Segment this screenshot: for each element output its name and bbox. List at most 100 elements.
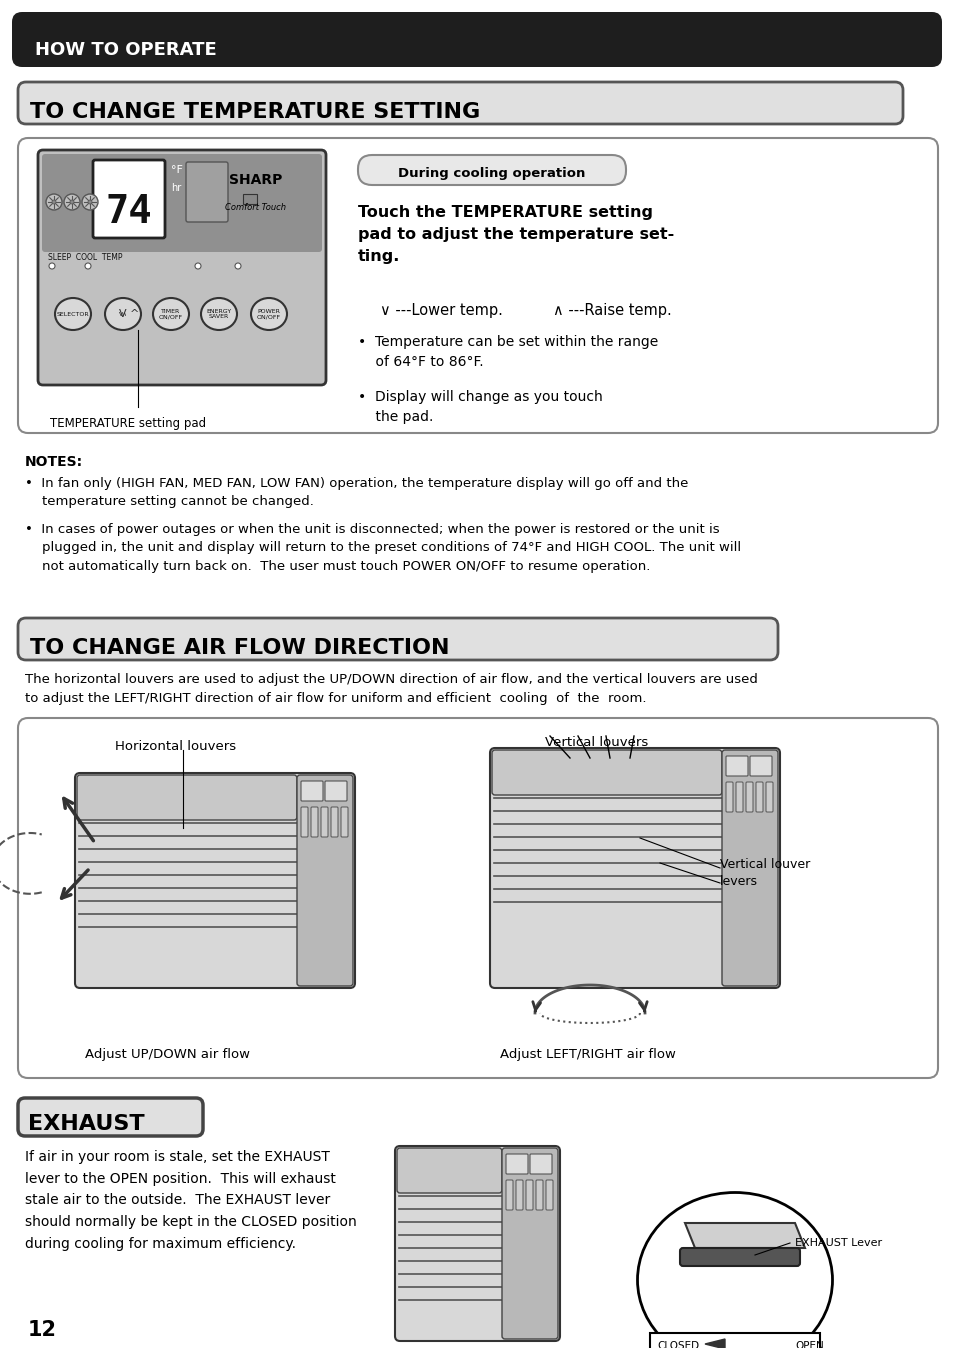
Text: ∨ ---Lower temp.: ∨ ---Lower temp. bbox=[379, 302, 502, 318]
Ellipse shape bbox=[201, 298, 236, 330]
FancyBboxPatch shape bbox=[42, 154, 322, 252]
Ellipse shape bbox=[637, 1193, 832, 1348]
Circle shape bbox=[64, 194, 80, 210]
Text: TO CHANGE AIR FLOW DIRECTION: TO CHANGE AIR FLOW DIRECTION bbox=[30, 638, 449, 658]
FancyBboxPatch shape bbox=[725, 756, 747, 776]
Text: TEMPERATURE setting pad: TEMPERATURE setting pad bbox=[50, 417, 206, 430]
Polygon shape bbox=[704, 1339, 724, 1348]
Text: Adjust UP/DOWN air flow: Adjust UP/DOWN air flow bbox=[85, 1047, 250, 1061]
FancyBboxPatch shape bbox=[395, 1146, 559, 1341]
Bar bbox=[243, 194, 256, 204]
Text: •  Display will change as you touch
    the pad.: • Display will change as you touch the p… bbox=[357, 390, 602, 425]
FancyBboxPatch shape bbox=[492, 749, 721, 795]
Text: Comfort Touch: Comfort Touch bbox=[225, 204, 286, 213]
FancyBboxPatch shape bbox=[325, 780, 347, 801]
Circle shape bbox=[234, 263, 241, 270]
Text: NOTES:: NOTES: bbox=[25, 456, 83, 469]
Text: EXHAUST Lever: EXHAUST Lever bbox=[794, 1237, 882, 1248]
Text: SELECTOR: SELECTOR bbox=[56, 311, 90, 317]
FancyBboxPatch shape bbox=[18, 1099, 203, 1136]
Text: ^: ^ bbox=[131, 309, 139, 319]
FancyBboxPatch shape bbox=[501, 1148, 558, 1339]
FancyBboxPatch shape bbox=[340, 807, 348, 837]
Text: Touch the TEMPERATURE setting
pad to adjust the temperature set-
ting.: Touch the TEMPERATURE setting pad to adj… bbox=[357, 205, 674, 264]
FancyBboxPatch shape bbox=[92, 160, 165, 239]
FancyBboxPatch shape bbox=[749, 756, 771, 776]
FancyBboxPatch shape bbox=[755, 782, 762, 811]
Text: During cooling operation: During cooling operation bbox=[398, 167, 585, 179]
Ellipse shape bbox=[55, 298, 91, 330]
Text: Vertical louvers: Vertical louvers bbox=[544, 736, 648, 749]
Circle shape bbox=[82, 194, 98, 210]
Text: 74: 74 bbox=[106, 193, 152, 231]
FancyBboxPatch shape bbox=[12, 12, 941, 67]
FancyBboxPatch shape bbox=[735, 782, 742, 811]
Text: TIMER
ON/OFF: TIMER ON/OFF bbox=[159, 309, 183, 319]
FancyBboxPatch shape bbox=[745, 782, 752, 811]
Circle shape bbox=[52, 200, 56, 204]
FancyBboxPatch shape bbox=[516, 1180, 522, 1211]
Text: °F: °F bbox=[171, 164, 183, 175]
Text: HOW TO OPERATE: HOW TO OPERATE bbox=[35, 40, 216, 59]
Text: ∧ ---Raise temp.: ∧ ---Raise temp. bbox=[553, 302, 671, 318]
Text: SHARP: SHARP bbox=[229, 173, 282, 187]
FancyBboxPatch shape bbox=[721, 749, 778, 985]
FancyBboxPatch shape bbox=[18, 82, 902, 124]
Text: If air in your room is stale, set the EXHAUST
lever to the OPEN position.  This : If air in your room is stale, set the EX… bbox=[25, 1150, 356, 1251]
FancyBboxPatch shape bbox=[75, 772, 355, 988]
Text: EXHAUST: EXHAUST bbox=[28, 1113, 145, 1134]
FancyBboxPatch shape bbox=[296, 775, 353, 985]
Text: CLOSED: CLOSED bbox=[657, 1341, 699, 1348]
FancyBboxPatch shape bbox=[186, 162, 228, 222]
Circle shape bbox=[70, 200, 74, 204]
Ellipse shape bbox=[251, 298, 287, 330]
Circle shape bbox=[46, 194, 62, 210]
FancyBboxPatch shape bbox=[490, 748, 780, 988]
Text: ENERGY
SAVER: ENERGY SAVER bbox=[206, 309, 232, 319]
Circle shape bbox=[88, 200, 91, 204]
Text: •  Temperature can be set within the range
    of 64°F to 86°F.: • Temperature can be set within the rang… bbox=[357, 336, 658, 369]
FancyBboxPatch shape bbox=[301, 780, 323, 801]
Text: OPEN: OPEN bbox=[794, 1341, 822, 1348]
FancyBboxPatch shape bbox=[536, 1180, 542, 1211]
FancyBboxPatch shape bbox=[331, 807, 337, 837]
Text: TO CHANGE TEMPERATURE SETTING: TO CHANGE TEMPERATURE SETTING bbox=[30, 102, 479, 123]
FancyBboxPatch shape bbox=[505, 1180, 513, 1211]
FancyBboxPatch shape bbox=[357, 155, 625, 185]
Text: Horizontal louvers: Horizontal louvers bbox=[115, 740, 236, 754]
Ellipse shape bbox=[105, 298, 141, 330]
Text: Vertical louver
levers: Vertical louver levers bbox=[720, 857, 809, 888]
Bar bbox=[649, 1333, 820, 1348]
Text: POWER
ON/OFF: POWER ON/OFF bbox=[256, 309, 281, 319]
FancyBboxPatch shape bbox=[545, 1180, 553, 1211]
FancyBboxPatch shape bbox=[18, 617, 778, 661]
FancyBboxPatch shape bbox=[505, 1154, 527, 1174]
Text: V∧: V∧ bbox=[118, 311, 128, 317]
FancyBboxPatch shape bbox=[725, 782, 732, 811]
FancyBboxPatch shape bbox=[525, 1180, 533, 1211]
Text: Adjust LEFT/RIGHT air flow: Adjust LEFT/RIGHT air flow bbox=[499, 1047, 675, 1061]
Text: The horizontal louvers are used to adjust the UP/DOWN direction of air flow, and: The horizontal louvers are used to adjus… bbox=[25, 673, 757, 705]
FancyBboxPatch shape bbox=[18, 137, 937, 433]
Ellipse shape bbox=[152, 298, 189, 330]
Text: •  In cases of power outages or when the unit is disconnected; when the power is: • In cases of power outages or when the … bbox=[25, 523, 740, 573]
Circle shape bbox=[194, 263, 201, 270]
FancyBboxPatch shape bbox=[18, 718, 937, 1078]
FancyBboxPatch shape bbox=[77, 775, 296, 820]
Circle shape bbox=[49, 263, 55, 270]
Circle shape bbox=[85, 263, 91, 270]
Text: 12: 12 bbox=[28, 1320, 57, 1340]
FancyBboxPatch shape bbox=[311, 807, 317, 837]
Polygon shape bbox=[684, 1223, 804, 1248]
Text: hr: hr bbox=[171, 183, 181, 193]
FancyBboxPatch shape bbox=[396, 1148, 501, 1193]
Text: SLEEP  COOL  TEMP: SLEEP COOL TEMP bbox=[48, 253, 122, 263]
FancyBboxPatch shape bbox=[38, 150, 326, 386]
FancyBboxPatch shape bbox=[679, 1248, 800, 1266]
Text: V: V bbox=[119, 309, 127, 319]
FancyBboxPatch shape bbox=[320, 807, 328, 837]
FancyBboxPatch shape bbox=[765, 782, 772, 811]
Text: •  In fan only (HIGH FAN, MED FAN, LOW FAN) operation, the temperature display w: • In fan only (HIGH FAN, MED FAN, LOW FA… bbox=[25, 477, 688, 508]
FancyBboxPatch shape bbox=[301, 807, 308, 837]
FancyBboxPatch shape bbox=[530, 1154, 552, 1174]
